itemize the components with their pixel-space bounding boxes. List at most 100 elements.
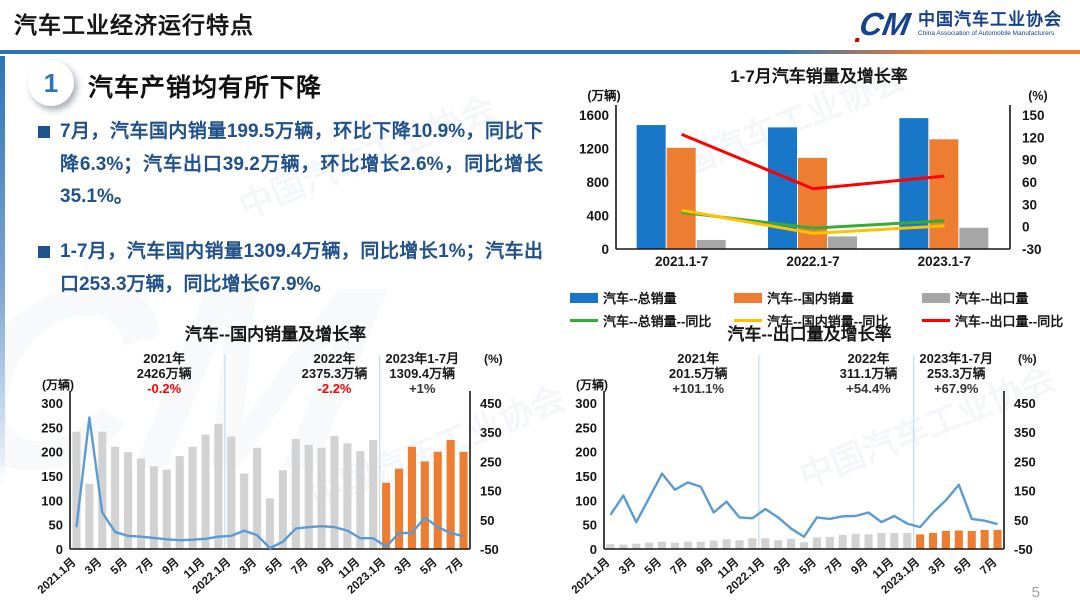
chart-title: 1-7月汽车销量及增长率 — [730, 67, 908, 86]
logo-org-name: 中国汽车工业协会 — [918, 10, 1062, 30]
x-tick-label: 3月 — [771, 556, 793, 578]
month-bar-4 — [124, 452, 133, 549]
svg-text:50: 50 — [1014, 513, 1028, 528]
export-volume-chart: 汽车--出口量及增长率 0 50 100 150 200 250 300 -50 50 150 25… — [552, 320, 1067, 607]
legend-bar-swatch — [570, 292, 598, 303]
svg-text:250: 250 — [1014, 454, 1036, 469]
bar-2-2 — [959, 227, 989, 249]
header-divider — [0, 50, 1080, 54]
x-tick-label: 3月 — [237, 556, 259, 578]
x-tick-label: 7月 — [444, 556, 466, 578]
svg-text:(万辆): (万辆) — [576, 377, 608, 392]
svg-text:300: 300 — [575, 396, 597, 411]
legend-label: 汽车--出口量 — [954, 291, 1029, 306]
month-bar-24 — [382, 482, 391, 549]
svg-text:250: 250 — [575, 420, 597, 435]
month-bar-5 — [670, 542, 680, 549]
svg-text:400: 400 — [586, 209, 609, 224]
month-bar-16 — [812, 537, 821, 549]
svg-text:800: 800 — [586, 175, 609, 190]
bullet-text: 1-7月，汽车国内销量1309.4万辆，同比增长1%；汽车出口253.3万辆，同… — [60, 241, 543, 295]
annotation-line: 2022年 — [848, 351, 890, 366]
legend-line-swatch — [570, 319, 598, 322]
x-tick-label: 5月 — [797, 556, 819, 578]
svg-text:250: 250 — [41, 420, 63, 435]
line-series-1 — [681, 208, 945, 235]
logo-org-name-en: China Association of Automobile Manufact… — [918, 30, 1055, 38]
month-bar-19 — [851, 533, 860, 549]
legend-item: 汽车--总销量--同比 — [570, 311, 728, 330]
annotation-line: 201.5万辆 — [669, 366, 728, 381]
bar-0-0 — [636, 125, 666, 249]
month-bar-3 — [645, 542, 654, 549]
month-bar-28 — [433, 451, 442, 549]
legend-line-swatch — [921, 319, 950, 322]
month-bar-21 — [343, 443, 352, 549]
month-bar-22 — [890, 532, 899, 549]
annotation-line: -2.2% — [318, 381, 352, 396]
annotation-line: 2023年1-7月 — [385, 351, 459, 366]
svg-text:2021.1-7: 2021.1-7 — [655, 254, 708, 269]
month-bar-12 — [227, 436, 236, 549]
month-bar-14 — [253, 447, 262, 549]
month-bar-23 — [369, 439, 378, 549]
svg-text:100: 100 — [41, 493, 63, 508]
month-bar-6 — [149, 466, 158, 549]
svg-text:450: 450 — [480, 396, 502, 411]
month-bar-29 — [980, 530, 989, 549]
month-bar-8 — [709, 540, 718, 549]
month-bar-4 — [658, 541, 667, 549]
month-bar-20 — [330, 436, 339, 549]
caam-logo: CM 中国汽车工业协会 China Association of Automob… — [855, 6, 1062, 42]
bullet-square-icon — [38, 126, 50, 138]
bullet-text: 7月，汽车国内销量199.5万辆，环比下降10.9%，同比下降6.3%；汽车出口… — [60, 121, 543, 208]
month-bar-23 — [903, 532, 912, 549]
svg-text:60: 60 — [1022, 175, 1037, 190]
month-bar-1 — [619, 544, 628, 549]
export-volume-plot: 0 50 100 150 200 250 300 -50 50 150 250 350 450 (万辆) (… — [569, 351, 1037, 597]
month-bar-27 — [420, 461, 429, 549]
bar-1-1 — [798, 157, 827, 249]
month-bar-13 — [774, 540, 783, 549]
annotation-line: 2375.3万辆 — [302, 366, 368, 381]
svg-text:30: 30 — [1022, 197, 1037, 212]
x-tick-label: 2021.1月 — [569, 556, 612, 597]
month-bar-14 — [787, 538, 796, 549]
x-tick-label: 7月 — [134, 556, 156, 578]
month-bar-0 — [606, 544, 615, 549]
domestic-sales-chart: 汽车--国内销量及增长率 0 50 100 150 200 250 300 -50 50 150 2… — [18, 320, 533, 607]
svg-text:1200: 1200 — [579, 142, 609, 157]
x-tick-label: 9月 — [315, 556, 337, 578]
month-bar-12 — [761, 538, 770, 549]
svg-text:0: 0 — [56, 542, 63, 557]
x-tick-label: 2021.1月 — [35, 556, 78, 597]
svg-text:(%): (%) — [1028, 89, 1047, 103]
month-bar-6 — [683, 541, 692, 549]
month-bar-26 — [941, 530, 950, 549]
x-tick-label: 3月 — [926, 556, 948, 578]
growth-line — [75, 416, 464, 550]
svg-text:(万辆): (万辆) — [42, 377, 74, 392]
bar-2-0 — [696, 239, 726, 249]
svg-text:150: 150 — [41, 469, 63, 484]
annotation-line: 2021年 — [143, 351, 185, 366]
bullet-square-icon — [38, 246, 50, 259]
page-number: 5 — [1031, 584, 1040, 601]
legend-label: 汽车--出口量--同比 — [954, 314, 1064, 329]
legend-item: 汽车--总销量 — [570, 288, 728, 307]
month-bar-11 — [214, 423, 223, 549]
month-bar-15 — [799, 542, 809, 549]
x-tick-label: 7月 — [668, 556, 690, 578]
month-bar-19 — [317, 447, 326, 549]
line-series-2 — [681, 132, 945, 191]
month-bar-7 — [162, 469, 171, 549]
legend-item: 汽车--国内销量--同比 — [734, 311, 916, 330]
x-tick-label: 9月 — [849, 556, 871, 578]
annotation-line: 2023年1-7月 — [919, 351, 993, 366]
legend-line-swatch — [734, 319, 763, 322]
sales-summary-chart: 1-7月汽车销量及增长率 0 400 800 1200 1600 -30 0 30 60 90 12… — [558, 62, 1080, 330]
month-bar-10 — [735, 540, 744, 549]
page-title: 汽车工业经济运行特点 — [14, 12, 254, 38]
month-bar-5 — [136, 458, 146, 549]
month-bar-15 — [265, 498, 275, 549]
